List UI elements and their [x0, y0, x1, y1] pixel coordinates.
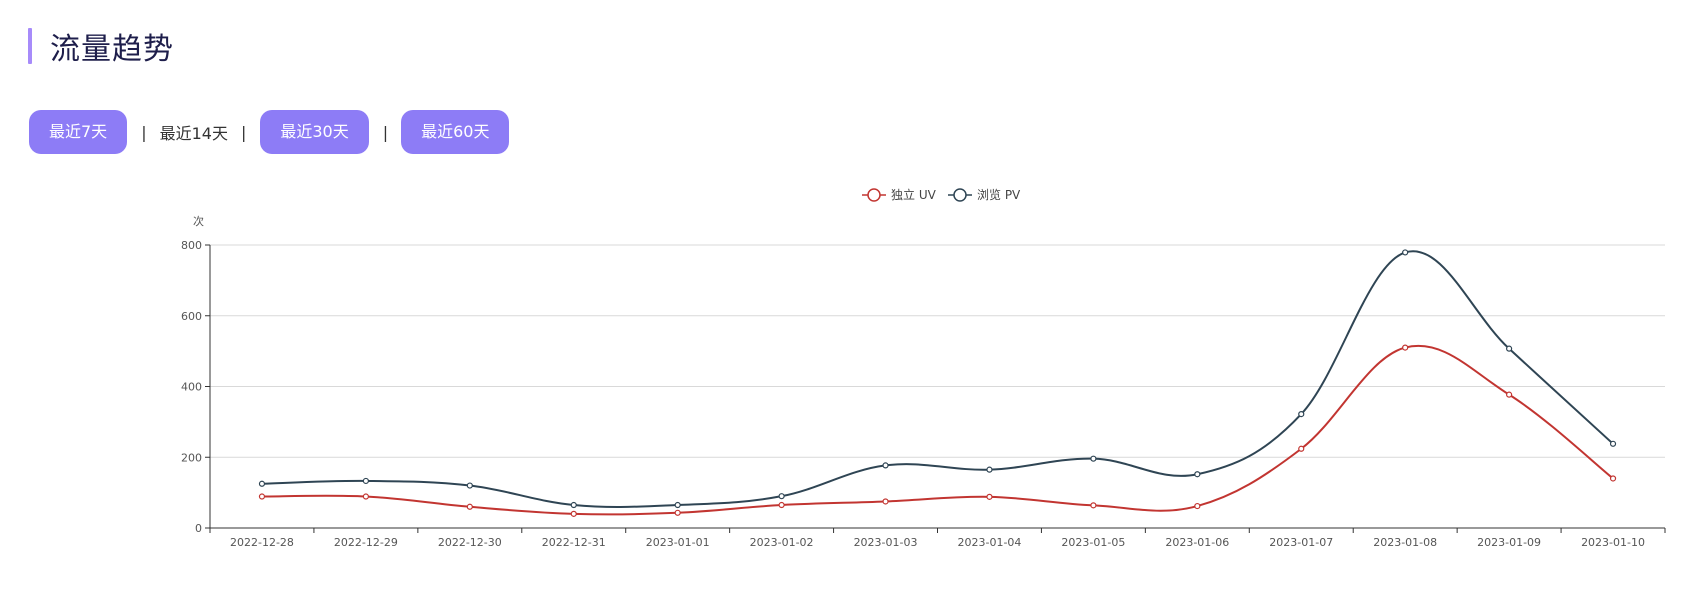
x-tick-label: 2023-01-07 — [1269, 536, 1333, 549]
data-point[interactable] — [362, 477, 369, 485]
data-point[interactable] — [1402, 249, 1409, 256]
data-point[interactable] — [570, 501, 577, 509]
separator: | — [240, 122, 247, 142]
y-tick-label: 200 — [181, 451, 202, 464]
data-point[interactable] — [1194, 471, 1201, 478]
range-filter-bar: 最近7天 | 最近14天 | 最近30天 | 最近60天 — [29, 110, 510, 154]
y-axis-label: 次 — [193, 214, 204, 228]
x-tick-label: 2023-01-01 — [646, 536, 710, 549]
data-point[interactable] — [362, 493, 369, 500]
x-tick-label: 2022-12-31 — [542, 536, 606, 549]
data-point[interactable] — [882, 498, 889, 505]
data-point[interactable] — [1506, 391, 1513, 398]
data-point[interactable] — [1298, 445, 1305, 452]
series-line — [261, 345, 1614, 516]
data-point[interactable] — [778, 501, 785, 509]
range-14d-link[interactable]: 最近14天 — [159, 124, 228, 143]
data-point[interactable] — [1090, 455, 1097, 462]
data-point[interactable] — [1609, 440, 1617, 447]
y-tick-label: 400 — [181, 381, 202, 394]
title-accent-bar — [28, 28, 32, 64]
x-tick-label: 2023-01-03 — [854, 536, 918, 549]
x-tick-label: 2023-01-04 — [957, 536, 1021, 549]
section-header: 流量趋势 — [28, 28, 174, 67]
data-point[interactable] — [882, 462, 889, 469]
data-point[interactable] — [674, 509, 681, 516]
x-tick-label: 2023-01-06 — [1165, 536, 1229, 549]
x-tick-label: 2022-12-28 — [230, 536, 294, 549]
data-point[interactable] — [466, 503, 473, 510]
data-point[interactable] — [1506, 345, 1513, 352]
data-point[interactable] — [1090, 502, 1097, 509]
y-tick-label: 0 — [195, 522, 202, 535]
series-line — [261, 250, 1614, 508]
range-60d-button[interactable]: 最近60天 — [401, 110, 510, 154]
x-tick-label: 2023-01-05 — [1061, 536, 1125, 549]
data-point[interactable] — [258, 493, 266, 500]
legend-marker[interactable] — [953, 188, 967, 202]
range-30d-button[interactable]: 最近30天 — [260, 110, 369, 154]
data-point[interactable] — [466, 482, 473, 489]
x-tick-label: 2023-01-08 — [1373, 536, 1437, 549]
x-tick-label: 2022-12-30 — [438, 536, 502, 549]
range-7d-button[interactable]: 最近7天 — [29, 110, 128, 154]
data-point[interactable] — [258, 480, 266, 487]
data-point[interactable] — [570, 510, 577, 517]
data-point[interactable] — [674, 501, 681, 509]
data-point[interactable] — [986, 493, 993, 500]
data-point[interactable] — [1609, 475, 1617, 482]
data-point[interactable] — [1298, 410, 1305, 418]
separator: | — [141, 122, 147, 142]
page-title: 流量趋势 — [50, 32, 174, 67]
data-point[interactable] — [1402, 344, 1409, 351]
data-point[interactable] — [778, 493, 785, 500]
y-tick-label: 800 — [181, 239, 202, 252]
data-point[interactable] — [986, 466, 993, 473]
legend-marker[interactable] — [867, 188, 881, 202]
x-tick-label: 2022-12-29 — [334, 536, 398, 549]
legend-label[interactable]: 独立 UV — [891, 187, 937, 202]
x-tick-label: 2023-01-09 — [1477, 536, 1541, 549]
x-tick-label: 2023-01-02 — [750, 536, 814, 549]
x-tick-label: 2023-01-10 — [1581, 536, 1645, 549]
y-tick-label: 600 — [181, 310, 202, 323]
legend-label[interactable]: 浏览 PV — [977, 187, 1021, 202]
series-lines — [258, 249, 1617, 517]
data-point[interactable] — [1194, 502, 1201, 510]
legend[interactable]: 独立 UV 浏览 PV — [862, 187, 1021, 202]
axes: 0 200 400 600 800 2022-12-28 2022-12-29 2022-12… — [181, 239, 1666, 549]
separator: | — [382, 122, 389, 142]
grid-lines — [210, 244, 1665, 458]
